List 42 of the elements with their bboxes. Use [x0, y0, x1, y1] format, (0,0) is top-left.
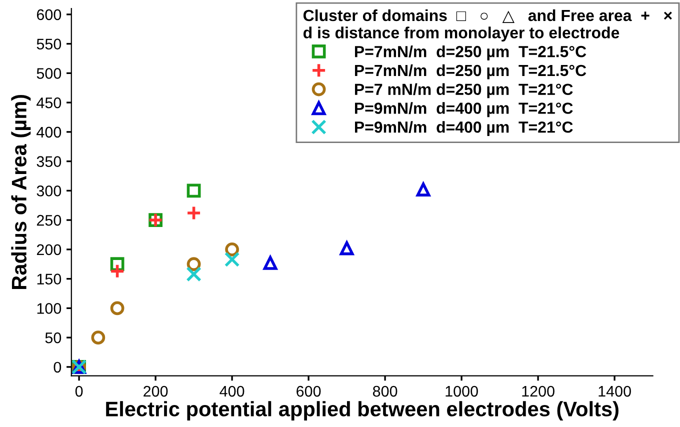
- x-tick-label: 600: [296, 386, 321, 397]
- legend-label: P=9mN/m d=400 µm T=21°C: [355, 121, 573, 136]
- point: [110, 301, 124, 316]
- legend-title: Cluster of domains □ ○ △ and Free area + × d is distance from monolayer to electrode: [303, 9, 672, 42]
- legend-label: P=7mN/m d=250 µm T=21.5°C: [355, 64, 586, 80]
- point: [186, 184, 201, 198]
- legend-label: P=7mN/m d=250 µm T=21.5°C: [355, 46, 586, 60]
- point: [186, 257, 201, 272]
- point: [91, 330, 106, 345]
- x-tick-label: 1200: [522, 386, 554, 397]
- y-tick-label: 150: [37, 274, 62, 284]
- y-axis-title: Radius of Area (µm): [11, 94, 31, 289]
- y-tick-label: 400: [36, 126, 62, 138]
- y-tick-label: 50: [45, 332, 62, 344]
- x-tick-label: 0: [75, 386, 83, 397]
- x-axis-title: Electric potential applied between electrodes (Volts): [106, 401, 618, 421]
- point: [186, 266, 202, 282]
- y-tick-label: 600: [36, 9, 62, 20]
- y-tick-label: 300: [36, 186, 62, 196]
- legend-label: P=9mN/m d=400 µm T=21°C: [355, 102, 573, 118]
- point: [110, 257, 124, 272]
- y-tick-label: 450: [36, 97, 62, 108]
- point: [263, 256, 278, 270]
- point: [110, 264, 125, 279]
- point: [340, 241, 354, 256]
- x-tick-label: 400: [220, 386, 244, 397]
- y-tick-label: 200: [36, 244, 62, 256]
- y-tick-label: 500: [36, 68, 62, 79]
- y-tick-label: 550: [36, 38, 62, 50]
- x-tick-label: 800: [372, 386, 398, 397]
- x-tick-label: 200: [144, 386, 168, 397]
- y-tick-label: 0: [54, 362, 62, 373]
- legend-label: P=7 mN/m d=250 µm T=21°C: [355, 83, 573, 98]
- point: [416, 182, 430, 196]
- y-tick-label: 250: [36, 214, 62, 226]
- point: [225, 242, 239, 256]
- y-tick-label: 350: [36, 156, 62, 167]
- point: [224, 252, 240, 268]
- x-tick-label: 1000: [446, 386, 478, 397]
- point: [186, 205, 202, 221]
- x-tick-label: 1400: [598, 386, 631, 397]
- y-tick-label: 100: [37, 303, 62, 314]
